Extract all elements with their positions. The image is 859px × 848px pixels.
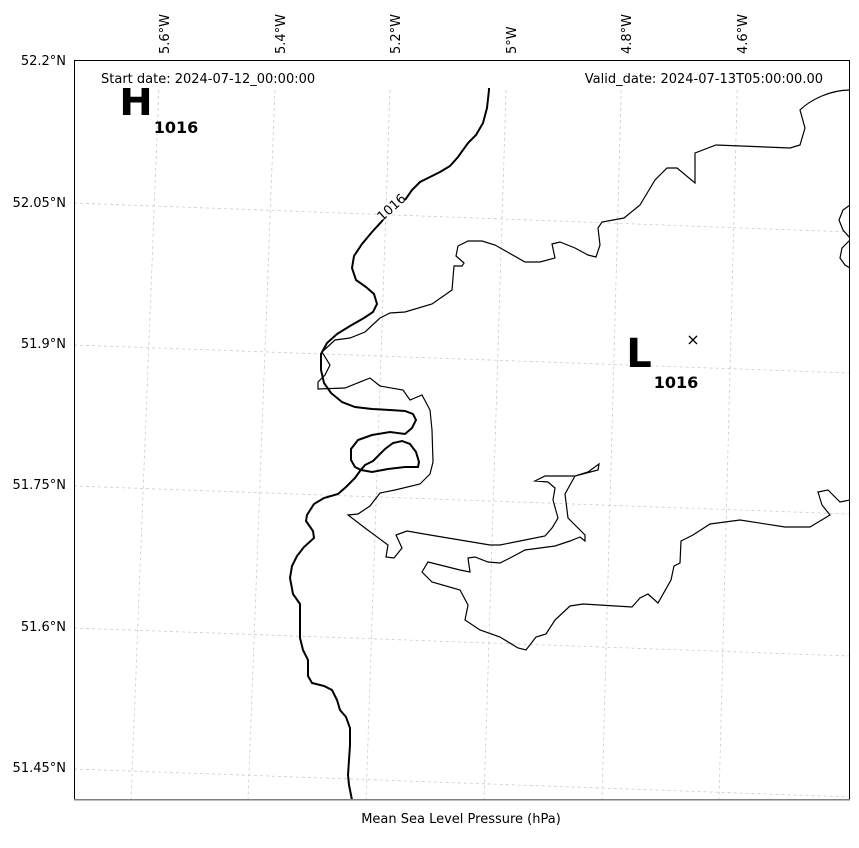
lon-label-5.4: 5.4°W xyxy=(274,14,289,54)
low-pressure-center: L 1016 × xyxy=(626,330,699,392)
lon-label-4.6: 4.6°W xyxy=(736,14,751,54)
grid-lon-5 xyxy=(483,60,508,800)
grid-lon-4.6 xyxy=(718,60,739,800)
coastline xyxy=(317,89,850,651)
lat-label-51.75: 51.75°N xyxy=(13,478,66,493)
lat-label-51.45: 51.45°N xyxy=(13,761,66,776)
grid-lon-5.2 xyxy=(365,60,392,800)
valid-date-label: Valid_date: 2024-07-13T05:00:00.00 xyxy=(585,72,823,87)
grid-lat-51.9 xyxy=(74,344,850,374)
coastline-east xyxy=(838,204,850,269)
lon-label-4.8: 4.8°W xyxy=(620,14,635,54)
grid-lon-5.6 xyxy=(130,60,161,800)
header-background xyxy=(74,60,850,88)
lat-label-51.6: 51.6°N xyxy=(21,620,66,635)
graticule xyxy=(74,60,850,800)
lon-label-5.6: 5.6°W xyxy=(158,14,173,54)
lat-label-52.2: 52.2°N xyxy=(21,54,66,69)
longitude-labels: 5.6°W 5.4°W 5.2°W 5°W 4.8°W 4.6°W xyxy=(158,14,751,54)
map-caption: Mean Sea Level Pressure (hPa) xyxy=(361,812,561,827)
lat-label-52.05: 52.05°N xyxy=(13,196,66,211)
high-pressure-value: 1016 xyxy=(154,118,199,137)
isobar-1016-label: 1016 xyxy=(375,191,410,224)
grid-lat-51.6 xyxy=(74,627,850,657)
map-frame xyxy=(74,60,850,800)
grid-lon-4.8 xyxy=(601,60,623,800)
lat-label-51.9: 51.9°N xyxy=(21,337,66,352)
lon-label-5: 5°W xyxy=(505,26,520,54)
low-pressure-symbol: L xyxy=(626,331,652,377)
low-pressure-marker: × xyxy=(686,330,699,349)
map-panel: 1016 H 1016 L 1016 × Start date: 2024-07… xyxy=(74,60,850,801)
isobar-1016: 1016 xyxy=(288,60,491,800)
lon-label-5.2: 5.2°W xyxy=(389,14,404,54)
latitude-labels: 52.2°N 52.05°N 51.9°N 51.75°N 51.6°N 51.… xyxy=(13,54,66,776)
grid-lon-5.4 xyxy=(247,60,277,800)
isobar-1016-main xyxy=(288,60,491,800)
grid-lat-51.75 xyxy=(74,485,850,515)
low-pressure-value: 1016 xyxy=(654,373,699,392)
grid-lat-51.45 xyxy=(74,768,850,798)
coastline-north xyxy=(317,89,850,651)
start-date-label: Start date: 2024-07-12_00:00:00 xyxy=(101,72,315,87)
